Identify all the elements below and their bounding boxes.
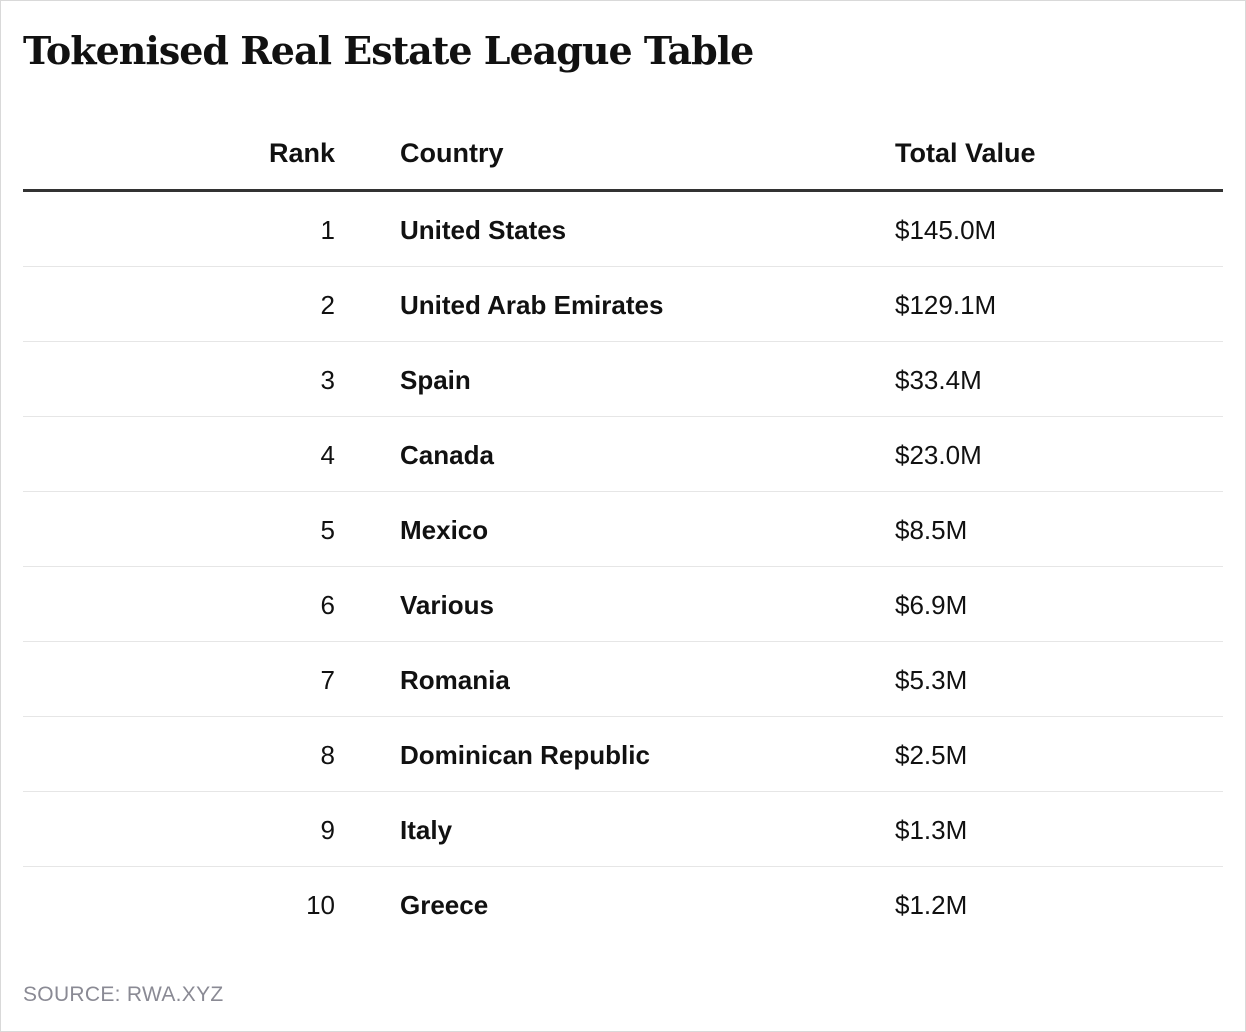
league-table: Rank Country Total Value 1 United States… bbox=[23, 116, 1223, 941]
rank-cell: 8 bbox=[320, 740, 335, 770]
value-cell: $1.3M bbox=[895, 815, 968, 845]
country-cell: Greece bbox=[400, 890, 489, 920]
country-cell: Spain bbox=[400, 365, 471, 395]
column-header-total-value: Total Value bbox=[895, 138, 1036, 168]
table-row: 5 Mexico $8.5M bbox=[23, 492, 1223, 567]
table-row: 3 Spain $33.4M bbox=[23, 342, 1223, 417]
table-row: 10 Greece $1.2M bbox=[23, 867, 1223, 941]
table-row: 9 Italy $1.3M bbox=[23, 792, 1223, 867]
value-cell: $1.2M bbox=[895, 890, 968, 920]
table-header: Rank Country Total Value bbox=[23, 116, 1223, 192]
table-row: 8 Dominican Republic $2.5M bbox=[23, 717, 1223, 792]
rank-cell: 5 bbox=[320, 515, 335, 545]
page-title: Tokenised Real Estate League Table bbox=[23, 28, 754, 73]
country-cell: Various bbox=[400, 590, 494, 620]
value-cell: $5.3M bbox=[895, 665, 968, 695]
value-cell: $129.1M bbox=[895, 290, 997, 320]
country-cell: Mexico bbox=[400, 515, 489, 545]
country-cell: Dominican Republic bbox=[400, 740, 650, 770]
table-row: 1 United States $145.0M bbox=[23, 192, 1223, 267]
rank-cell: 2 bbox=[320, 290, 335, 320]
table-row: 4 Canada $23.0M bbox=[23, 417, 1223, 492]
column-header-rank: Rank bbox=[268, 138, 335, 168]
country-cell: United States bbox=[400, 215, 567, 245]
value-cell: $33.4M bbox=[895, 365, 982, 395]
rank-cell: 1 bbox=[320, 215, 335, 245]
rank-cell: 10 bbox=[306, 890, 335, 920]
column-header-country: Country bbox=[400, 138, 504, 168]
country-cell: Canada bbox=[400, 440, 494, 470]
rank-cell: 6 bbox=[320, 590, 335, 620]
table-row: 7 Romania $5.3M bbox=[23, 642, 1223, 717]
value-cell: $6.9M bbox=[895, 590, 968, 620]
rank-cell: 7 bbox=[320, 665, 335, 695]
table-row: 6 Various $6.9M bbox=[23, 567, 1223, 642]
rank-cell: 9 bbox=[320, 815, 335, 845]
country-cell: Romania bbox=[400, 665, 510, 695]
value-cell: $23.0M bbox=[895, 440, 982, 470]
country-cell: United Arab Emirates bbox=[400, 290, 664, 320]
value-cell: $2.5M bbox=[895, 740, 968, 770]
value-cell: $8.5M bbox=[895, 515, 968, 545]
country-cell: Italy bbox=[400, 815, 453, 845]
rank-cell: 4 bbox=[320, 440, 335, 470]
rank-cell: 3 bbox=[320, 365, 335, 395]
table-row: 2 United Arab Emirates $129.1M bbox=[23, 267, 1223, 342]
source-note: SOURCE: RWA.XYZ bbox=[23, 983, 224, 1006]
value-cell: $145.0M bbox=[895, 215, 997, 245]
